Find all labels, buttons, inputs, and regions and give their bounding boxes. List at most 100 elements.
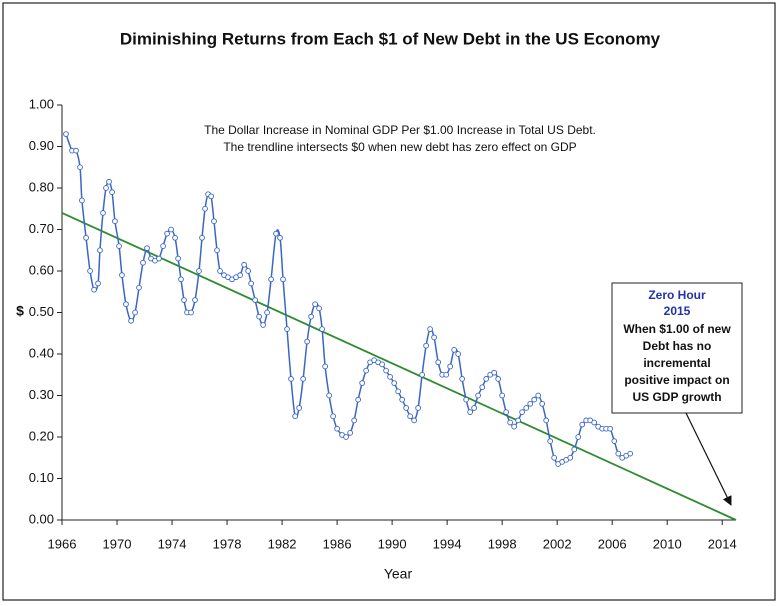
data-point	[136, 284, 142, 291]
data-point	[499, 392, 506, 399]
data-point	[268, 276, 274, 283]
callout-text: positive impact on	[624, 373, 729, 387]
data-point	[109, 189, 115, 196]
x-tick-label: 1966	[48, 536, 77, 551]
x-tick-label: 1978	[213, 536, 242, 551]
data-point	[319, 326, 325, 332]
data-point	[507, 419, 513, 426]
data-point	[391, 380, 398, 386]
y-tick-label: 0.10	[29, 470, 54, 485]
data-point	[511, 423, 517, 430]
x-tick-label: 1994	[433, 536, 462, 551]
data-point	[355, 396, 361, 403]
data-point	[475, 392, 481, 399]
data-point	[463, 396, 469, 403]
annotation: The Dollar Increase in Nominal GDP Per $…	[204, 123, 596, 137]
data-point	[607, 425, 613, 432]
data-point	[471, 405, 477, 411]
data-point	[535, 392, 542, 399]
x-tick-label: 2010	[653, 536, 682, 551]
x-tick-label: 1982	[268, 536, 297, 551]
data-point	[431, 334, 437, 341]
data-point	[241, 261, 247, 268]
data-point	[123, 301, 129, 308]
data-point	[237, 272, 243, 279]
data-point	[214, 247, 220, 254]
data-point	[100, 210, 106, 216]
data-point	[491, 369, 498, 376]
data-point	[347, 430, 354, 436]
x-tick-label: 2006	[598, 536, 627, 551]
data-point	[447, 363, 454, 370]
data-point	[181, 297, 187, 303]
data-point	[334, 425, 340, 432]
y-tick-label: 0.70	[29, 221, 54, 236]
data-point	[330, 413, 336, 420]
data-point	[407, 413, 413, 420]
data-point	[211, 218, 217, 225]
data-point	[199, 234, 205, 241]
data-point	[175, 255, 181, 262]
data-point	[288, 376, 294, 382]
data-point	[128, 317, 134, 324]
data-point	[87, 268, 93, 274]
data-point	[343, 434, 349, 440]
callout-text: Debt has no	[643, 339, 712, 353]
data-point	[308, 313, 314, 320]
data-point	[326, 392, 332, 399]
data-point	[217, 268, 223, 274]
data-point	[73, 147, 79, 154]
data-point	[515, 417, 521, 424]
plot-area: 0.00 0.10 0.20 0.30 0.40 0.50 0.60 0.70 0.80 0.90…	[29, 96, 737, 551]
data-point	[260, 322, 266, 328]
data-point	[523, 405, 530, 411]
trendline	[61, 212, 737, 521]
data-point	[395, 388, 402, 395]
data-point	[202, 205, 208, 212]
callout-text: incremental	[643, 356, 710, 370]
y-tick-label: 0.80	[29, 179, 54, 194]
data-point	[156, 255, 162, 262]
data-point	[567, 454, 574, 461]
data-point	[252, 297, 258, 303]
x-tick-label: 2014	[708, 536, 737, 551]
data-point	[459, 376, 465, 382]
data-point	[363, 367, 369, 374]
y-tick-label: 1.00	[29, 96, 54, 111]
x-tick-label: 1974	[158, 536, 187, 551]
data-point	[91, 286, 97, 293]
data-point	[539, 400, 546, 407]
data-point	[168, 226, 174, 233]
data-point	[172, 234, 178, 241]
y-tick-label: 0.30	[29, 387, 54, 402]
data-point	[451, 347, 458, 353]
callout-title: Zero Hour	[648, 288, 706, 302]
data-point	[419, 371, 425, 378]
y-tick-label: 0.20	[29, 428, 54, 443]
callout-box	[611, 282, 743, 414]
data-point	[188, 309, 194, 316]
data-point	[296, 405, 302, 411]
x-tick-label: 1986	[323, 536, 352, 551]
data-point	[112, 218, 118, 225]
data-point	[519, 409, 525, 415]
data-point	[399, 396, 406, 403]
data-point	[467, 409, 473, 415]
y-tick-label: 0.50	[29, 304, 54, 319]
data-point	[435, 359, 442, 366]
data-point	[547, 438, 554, 445]
data-point	[106, 178, 112, 185]
data-point	[196, 268, 202, 274]
data-point	[280, 276, 286, 283]
data-point	[119, 272, 125, 279]
data-point	[79, 197, 85, 204]
data-point	[116, 243, 122, 249]
data-point	[503, 409, 510, 415]
data-point	[615, 450, 622, 457]
data-point	[178, 276, 184, 283]
data-point	[611, 438, 618, 445]
x-tick-label: 2002	[543, 536, 572, 551]
data-point	[208, 193, 214, 200]
data-point	[144, 245, 150, 252]
